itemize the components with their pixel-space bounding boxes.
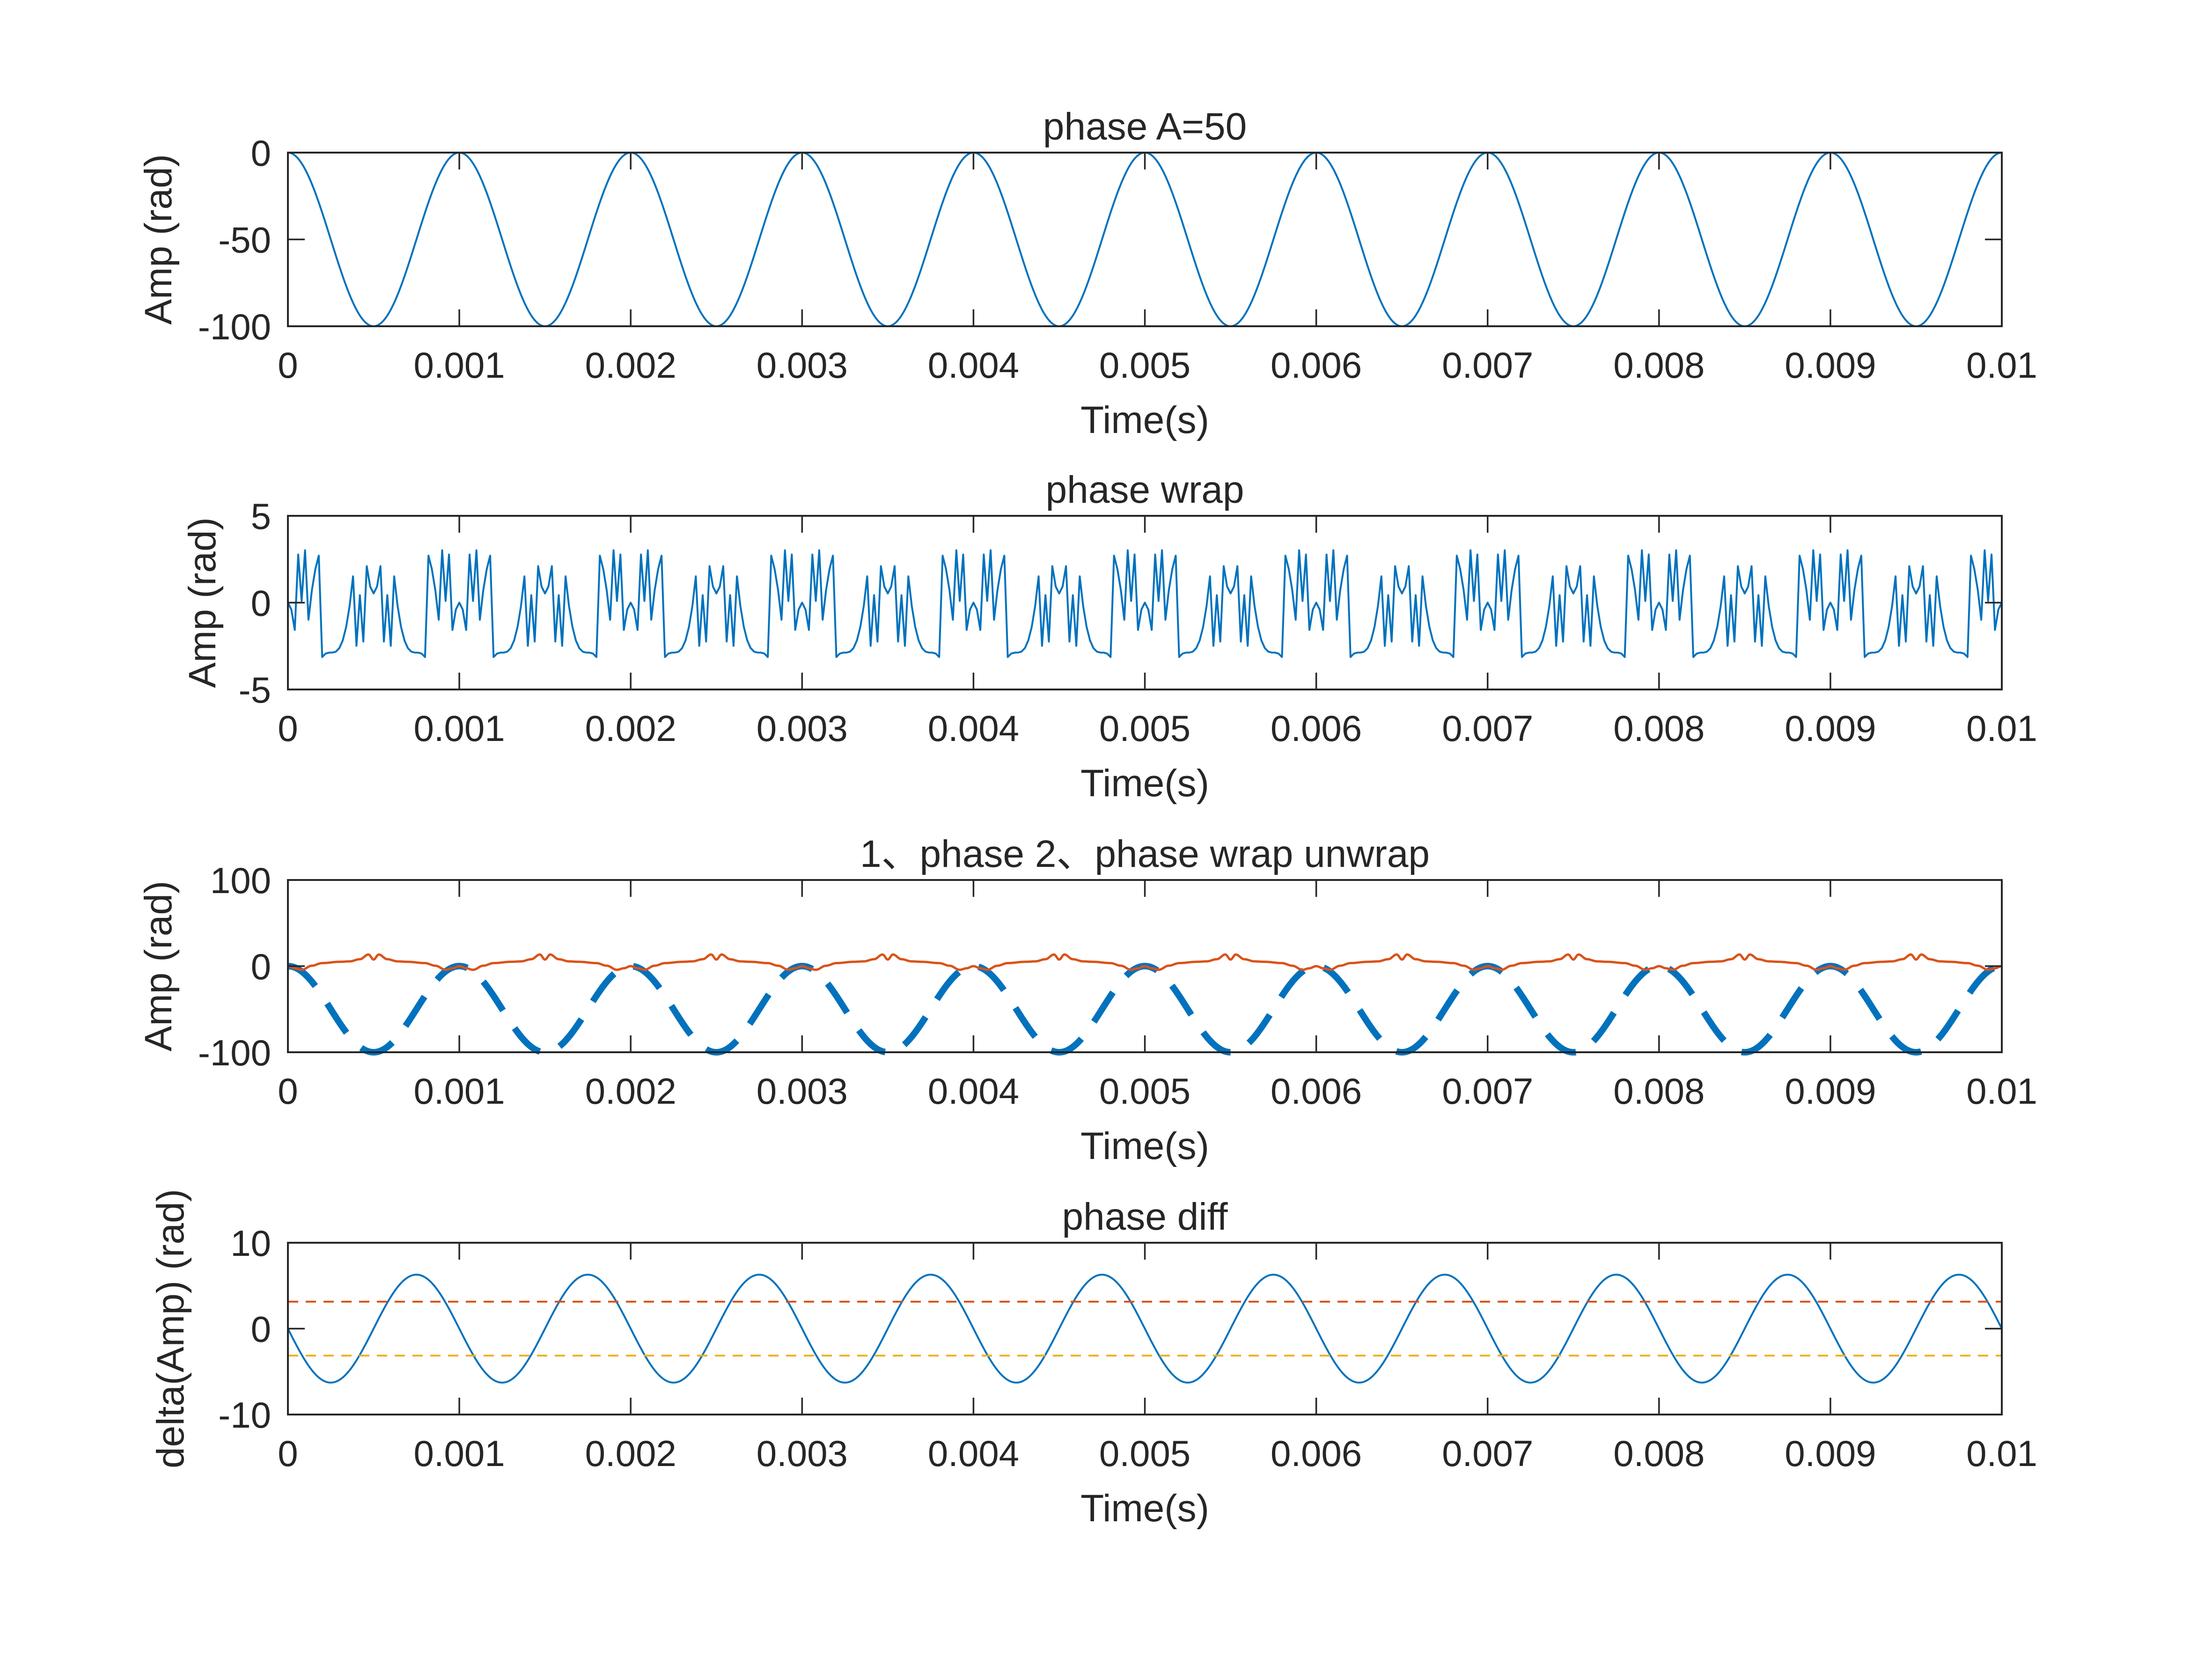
ticks-layer: 0 0.001 0.002 0.003 0.004 0.005 0.006 0.007 0.00… bbox=[198, 860, 2037, 1112]
x-tick-label: 0.004 bbox=[928, 1070, 1019, 1112]
x-tick-label: 0.004 bbox=[928, 708, 1019, 749]
x-tick-label: 0.008 bbox=[1613, 1433, 1705, 1474]
x-tick-label: 0.001 bbox=[413, 1070, 505, 1112]
y-tick-label: 100 bbox=[210, 860, 271, 901]
y-axis-label: delta(Amp) (rad) bbox=[149, 1189, 192, 1468]
x-tick-label: 0.003 bbox=[757, 708, 848, 749]
x-tick-label: 0.01 bbox=[1966, 1433, 2037, 1474]
y-axis-label: Amp (rad) bbox=[137, 881, 180, 1052]
series-phase-wrap-unwrap-line bbox=[288, 953, 2002, 971]
x-tick-label: 0.007 bbox=[1442, 345, 1533, 386]
y-tick-label: -10 bbox=[218, 1394, 271, 1436]
y-tick-label: 0 bbox=[251, 132, 271, 174]
x-tick-label: 0.001 bbox=[413, 1433, 505, 1474]
x-tick-label: 0.004 bbox=[928, 345, 1019, 386]
x-axis-label: Time(s) bbox=[1080, 1125, 1209, 1167]
x-tick-label: 0.006 bbox=[1271, 1433, 1362, 1474]
x-tick-label: 0.001 bbox=[413, 708, 505, 749]
x-tick-label: 0 bbox=[278, 708, 298, 749]
subplot-phase: 0 0.001 0.002 0.003 0.004 0.005 0.006 0.007 0.00… bbox=[137, 105, 2037, 441]
subplot-phase-wrap: 0 0.001 0.002 0.003 0.004 0.005 0.006 0.007 0.00… bbox=[181, 469, 2037, 805]
x-tick-label: 0.002 bbox=[585, 345, 676, 386]
x-axis-label: Time(s) bbox=[1080, 762, 1209, 805]
y-tick-label: 0 bbox=[251, 583, 271, 624]
x-tick-label: 0.007 bbox=[1442, 708, 1533, 749]
series-layer bbox=[288, 549, 2002, 658]
x-tick-label: 0.001 bbox=[413, 345, 505, 386]
x-tick-label: 0 bbox=[278, 345, 298, 386]
x-tick-label: 0.005 bbox=[1099, 1433, 1191, 1474]
x-tick-label: 0.004 bbox=[928, 1433, 1019, 1474]
x-tick-label: 0.003 bbox=[757, 1433, 848, 1474]
x-tick-label: 0.008 bbox=[1613, 1070, 1705, 1112]
x-axis-label: Time(s) bbox=[1080, 1487, 1209, 1530]
x-tick-label: 0.009 bbox=[1785, 708, 1876, 749]
x-tick-label: 0.008 bbox=[1613, 708, 1705, 749]
subplot-phase-diff: 0 0.001 0.002 0.003 0.004 0.005 0.006 0.007 0.00… bbox=[149, 1189, 2037, 1530]
y-tick-label: -100 bbox=[198, 306, 271, 347]
x-tick-label: 0.002 bbox=[585, 1070, 676, 1112]
axes-box bbox=[287, 152, 2003, 327]
x-tick-label: 0.008 bbox=[1613, 345, 1705, 386]
x-tick-label: 0.005 bbox=[1099, 708, 1191, 749]
subplot-title: phase diff bbox=[1062, 1195, 1227, 1238]
x-tick-label: 0.006 bbox=[1271, 1070, 1362, 1112]
ticks-layer: 0 0.001 0.002 0.003 0.004 0.005 0.006 0.007 0.00… bbox=[198, 132, 2037, 386]
x-tick-label: 0 bbox=[278, 1070, 298, 1112]
x-tick-label: 0.009 bbox=[1785, 345, 1876, 386]
x-tick-label: 0.009 bbox=[1785, 1070, 1876, 1112]
x-tick-label: 0.009 bbox=[1785, 1433, 1876, 1474]
x-tick-label: 0.01 bbox=[1966, 708, 2037, 749]
x-axis-label: Time(s) bbox=[1080, 399, 1209, 441]
series-phase-wrap-line bbox=[288, 549, 2002, 658]
subplot-phase-unwrap: 0 0.001 0.002 0.003 0.004 0.005 0.006 0.007 0.00… bbox=[137, 833, 2037, 1167]
x-tick-label: 0.003 bbox=[757, 1070, 848, 1112]
ticks-layer: 0 0.001 0.002 0.003 0.004 0.005 0.006 0.007 0.00… bbox=[239, 496, 2037, 749]
x-tick-label: 0.003 bbox=[757, 345, 848, 386]
x-tick-label: 0.01 bbox=[1966, 1070, 2037, 1112]
x-tick-label: 0.007 bbox=[1442, 1433, 1533, 1474]
x-tick-label: 0.002 bbox=[585, 1433, 676, 1474]
series-layer bbox=[288, 953, 2002, 1056]
x-tick-label: 0.006 bbox=[1271, 708, 1362, 749]
y-tick-label: 0 bbox=[251, 946, 271, 987]
y-axis-label: Amp (rad) bbox=[181, 517, 224, 688]
y-tick-label: -100 bbox=[198, 1032, 271, 1073]
x-tick-label: 0.005 bbox=[1099, 1070, 1191, 1112]
x-tick-label: 0.006 bbox=[1271, 345, 1362, 386]
x-tick-label: 0 bbox=[278, 1433, 298, 1474]
series-phase-diff-line bbox=[288, 1274, 2002, 1384]
y-tick-label: 5 bbox=[251, 496, 271, 537]
x-tick-label: 0.002 bbox=[585, 708, 676, 749]
y-tick-label: 10 bbox=[230, 1223, 271, 1264]
series-layer bbox=[288, 1274, 2002, 1384]
x-tick-label: 0.005 bbox=[1099, 345, 1191, 386]
x-tick-label: 0.01 bbox=[1966, 345, 2037, 386]
subplot-title: phase A=50 bbox=[1043, 105, 1247, 148]
y-axis-label: Amp (rad) bbox=[137, 154, 180, 325]
y-tick-label: 0 bbox=[251, 1309, 271, 1350]
ticks-layer: 0 0.001 0.002 0.003 0.004 0.005 0.006 0.007 0.00… bbox=[218, 1223, 2037, 1474]
subplot-title: 1、phase 2、phase wrap unwrap bbox=[860, 833, 1430, 875]
x-tick-label: 0.007 bbox=[1442, 1070, 1533, 1112]
subplot-title: phase wrap bbox=[1046, 469, 1244, 511]
y-tick-label: -5 bbox=[239, 669, 271, 711]
y-tick-label: -50 bbox=[218, 220, 271, 261]
